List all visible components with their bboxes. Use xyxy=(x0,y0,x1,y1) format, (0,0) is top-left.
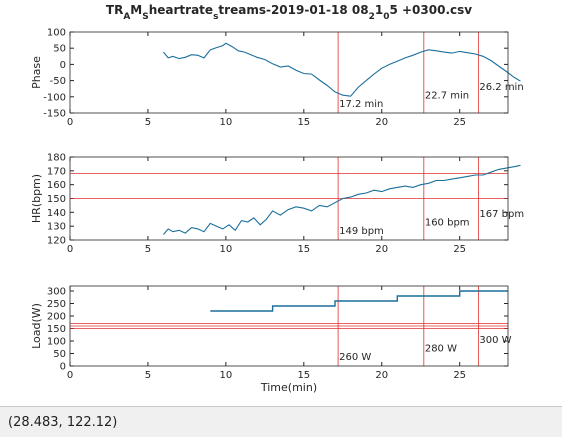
x-tick-label: 10 xyxy=(220,370,233,381)
title-part: s xyxy=(213,12,218,22)
data-line xyxy=(210,290,508,312)
x-tick-label: 0 xyxy=(67,117,73,128)
y-tick-label: 130 xyxy=(47,222,66,233)
title-part: 5 +0300.csv xyxy=(389,3,472,17)
figure: TRAMSheartratestreams-2019-01-18 082105 … xyxy=(30,3,524,394)
y-tick-label: -100 xyxy=(43,92,66,103)
annotation: 17.2 min xyxy=(339,99,383,110)
x-tick-label: 5 xyxy=(145,244,151,255)
y-tick-label: 120 xyxy=(47,236,66,247)
x-tick-label: 0 xyxy=(67,370,73,381)
annotation: 280 W xyxy=(425,344,457,355)
title-part: A xyxy=(123,12,130,22)
y-tick-label: 250 xyxy=(47,299,66,310)
x-tick-label: 15 xyxy=(297,117,310,128)
x-tick-label: 15 xyxy=(297,370,310,381)
title-part: 0 xyxy=(383,12,389,22)
annotation: 260 W xyxy=(339,352,371,363)
x-tick-label: 25 xyxy=(453,117,466,128)
y-tick-label: 140 xyxy=(47,208,66,219)
y-tick-label: 170 xyxy=(47,166,66,177)
title-part: 2 xyxy=(369,12,375,22)
title-part: TR xyxy=(106,3,123,17)
x-tick-label: 0 xyxy=(67,244,73,255)
status-bar: (28.483, 122.12) xyxy=(0,406,562,437)
data-line xyxy=(163,42,521,97)
x-tick-label: 5 xyxy=(145,370,151,381)
y-tick-label: 100 xyxy=(47,337,66,348)
y-tick-label: 0 xyxy=(60,362,66,373)
x-tick-label: 25 xyxy=(453,370,466,381)
x-tick-label: 10 xyxy=(220,244,233,255)
annotation: 160 bpm xyxy=(425,218,470,229)
title-part: treams-2019-01-18 08 xyxy=(218,3,368,17)
axes-box xyxy=(69,156,509,241)
y-tick-label: 50 xyxy=(53,349,66,360)
y-axis-label: Phase xyxy=(30,56,43,89)
y-tick-label: 150 xyxy=(47,194,66,205)
annotation: 22.7 min xyxy=(425,91,469,102)
title-part: heartrate xyxy=(149,3,213,17)
y-tick-label: 160 xyxy=(47,180,66,191)
y-tick-label: 150 xyxy=(47,324,66,335)
title-part: 1 xyxy=(375,3,383,17)
figure-title: TRAMSheartratestreams-2019-01-18 082105 … xyxy=(106,3,472,22)
annotation: 300 W xyxy=(479,335,511,346)
y-tick-label: 300 xyxy=(47,287,66,298)
title-part: S xyxy=(142,12,148,22)
axes-background xyxy=(70,32,508,113)
y-tick-label: -150 xyxy=(43,109,66,120)
y-axis-label: Load(W) xyxy=(30,303,43,349)
y-tick-label: 180 xyxy=(47,153,66,164)
annotation: 167 bpm xyxy=(479,209,524,220)
annotation: 149 bpm xyxy=(339,226,384,237)
annotation: 26.2 min xyxy=(479,82,523,93)
y-tick-label: 100 xyxy=(47,28,66,39)
y-tick-label: -50 xyxy=(50,76,66,87)
y-tick-label: 50 xyxy=(53,44,66,55)
x-tick-label: 5 xyxy=(145,117,151,128)
y-tick-label: 200 xyxy=(47,312,66,323)
axes-box xyxy=(69,285,509,367)
x-tick-label: 20 xyxy=(375,244,388,255)
y-axis-label: HR(bpm) xyxy=(30,174,43,223)
x-tick-label: 15 xyxy=(297,244,310,255)
x-tick-label: 20 xyxy=(375,117,388,128)
x-axis-label: Time(min) xyxy=(260,381,317,394)
x-tick-label: 20 xyxy=(375,370,388,381)
title-part: M xyxy=(130,3,142,17)
x-tick-label: 25 xyxy=(453,244,466,255)
x-tick-label: 10 xyxy=(220,117,233,128)
axes-box xyxy=(69,31,509,114)
y-tick-label: 0 xyxy=(60,60,66,71)
data-line xyxy=(163,164,521,235)
status-text: (28.483, 122.12) xyxy=(8,415,118,430)
